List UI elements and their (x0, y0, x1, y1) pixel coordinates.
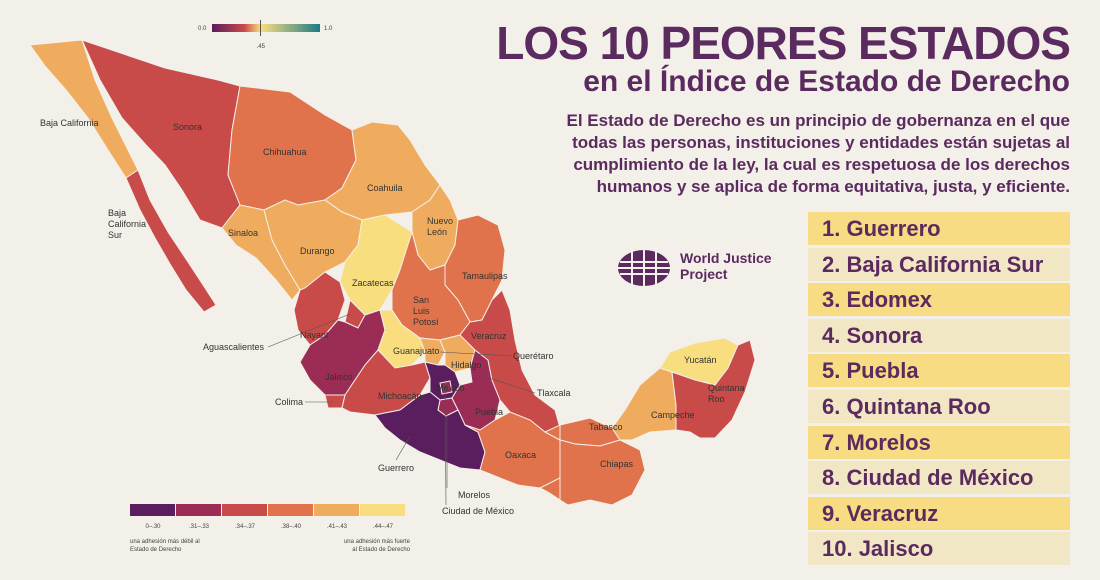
label-tabasco: Tabasco (589, 422, 623, 432)
label-tamaulipas: Tamaulipas (462, 271, 508, 281)
ranking-item: 5. Puebla (808, 354, 1070, 388)
label-jalisco: Jalisco (325, 372, 353, 382)
label-baja-california-sur: Baja California Sur (108, 208, 147, 240)
logo-text: World Justice Project (680, 250, 772, 282)
globe-icon (618, 250, 670, 286)
label-chiapas: Chiapas (600, 459, 634, 469)
legend-bins: 0–.30 .31–.33 .34–.37 .38–.40 .41–.43 .44–.47 (130, 504, 405, 530)
label-nuevo-leon: Nuevo León (427, 216, 454, 237)
region-oaxaca (464, 411, 560, 489)
label-baja-california: Baja California (40, 118, 99, 128)
scale-marker-label: .45 (257, 44, 266, 50)
legend-note-right: una adhesión más fuerte al Estado de Der… (343, 539, 410, 553)
legend-bin-label: .31–.33 (189, 524, 210, 530)
label-michoacan: Michoacán (378, 391, 422, 401)
ranking-item: 10. Jalisco (808, 532, 1070, 566)
label-sonora: Sonora (173, 122, 203, 132)
legend-note-left: una adhesión más débil al Estado de Dere… (130, 539, 200, 553)
label-mexico: México (436, 383, 465, 393)
label-sinaloa: Sinaloa (228, 228, 259, 238)
legend-bin-label: .44–.47 (373, 524, 394, 530)
legend-bin-label: .34–.37 (235, 524, 256, 530)
ranking-item: 8. Ciudad de México (808, 461, 1070, 495)
label-yucatan: Yucatán (684, 355, 717, 365)
label-campeche: Campeche (651, 410, 695, 420)
intro-text: El Estado de Derecho es un principio de … (566, 111, 1071, 196)
label-chihuahua: Chihuahua (263, 147, 307, 157)
ranking-item: 6. Quintana Roo (808, 389, 1070, 423)
ranking-item: 1. Guerrero (808, 212, 1070, 245)
legend-swatch (176, 504, 221, 516)
scale-gradient-bar (212, 24, 320, 32)
label-coahuila: Coahuila (367, 183, 403, 193)
top-color-scale: 0.0 1.0 .45 (198, 20, 333, 50)
leader-tlaxcala (482, 375, 536, 394)
ranking-item: 2. Baja California Sur (808, 247, 1070, 281)
label-hidalgo: Hidalgo (451, 360, 482, 370)
legend-swatch (314, 504, 359, 516)
yucatan-peninsula-map (560, 337, 756, 506)
legend-bin-label: .41–.43 (327, 524, 348, 530)
label-colima: Colima (275, 397, 304, 407)
region-veracruz (459, 289, 560, 433)
label-quintana-roo: Quintana Roo (708, 383, 745, 404)
scale-max-label: 1.0 (324, 26, 333, 32)
ranking-list: 1. Guerrero 2. Baja California Sur 3. Edom… (808, 212, 1070, 568)
region-quintana-roo (671, 339, 756, 439)
region-guanajuato (377, 309, 426, 369)
leader-queretaro (439, 351, 513, 357)
region-ciudad-de-mexico (439, 380, 453, 395)
legend-swatch (360, 504, 405, 516)
label-zacatecas: Zacatecas (352, 278, 394, 288)
legend-bin-label: .38–.40 (281, 524, 302, 530)
legend-bin-label: 0–.30 (145, 524, 161, 530)
region-chiapas-east (560, 439, 646, 506)
map-legend: 0–.30 .31–.33 .34–.37 .38–.40 .41–.43 .44–.47… (130, 500, 410, 564)
page-title: LOS 10 PEORES ESTADOS (496, 17, 1071, 69)
label-morelos: Morelos (458, 490, 491, 500)
ranking-item: 3. Edomex (808, 283, 1070, 317)
ranking-item: 4. Sonora (808, 318, 1070, 352)
label-veracruz: Veracruz (471, 331, 507, 341)
page-subtitle: en el Índice de Estado de Derecho (583, 65, 1070, 98)
region-tabasco (543, 424, 560, 441)
legend-swatch (130, 504, 175, 516)
label-aguascalientes: Aguascalientes (203, 342, 265, 352)
region-chiapas (538, 440, 560, 501)
label-tlaxcala: Tlaxcala (537, 388, 571, 398)
label-guanajuato: Guanajuato (393, 346, 440, 356)
label-ciudad-de-mexico: Ciudad de México (442, 506, 515, 516)
region-baja-california-sur (125, 169, 217, 313)
label-puebla: Puebla (475, 407, 504, 417)
wjp-logo: World Justice Project (612, 240, 786, 294)
label-durango: Durango (300, 246, 335, 256)
label-guerrero: Guerrero (378, 463, 415, 473)
legend-swatch (268, 504, 313, 516)
label-oaxaca: Oaxaca (505, 450, 537, 460)
label-san-luis-potosi: San Luis Potosí (413, 295, 439, 327)
mexico-map (29, 39, 560, 501)
scale-min-label: 0.0 (198, 26, 207, 32)
label-leader-lines (267, 313, 536, 506)
legend-swatch (222, 504, 267, 516)
label-queretaro: Querétaro (513, 351, 554, 361)
leader-guerrero (395, 435, 411, 461)
ranking-item: 7. Morelos (808, 425, 1070, 459)
label-nayarit: Nayarit (300, 330, 329, 340)
leader-aguascalientes (267, 313, 351, 348)
ranking-item: 9. Veracruz (808, 496, 1070, 530)
leader-cdmx (444, 389, 447, 506)
